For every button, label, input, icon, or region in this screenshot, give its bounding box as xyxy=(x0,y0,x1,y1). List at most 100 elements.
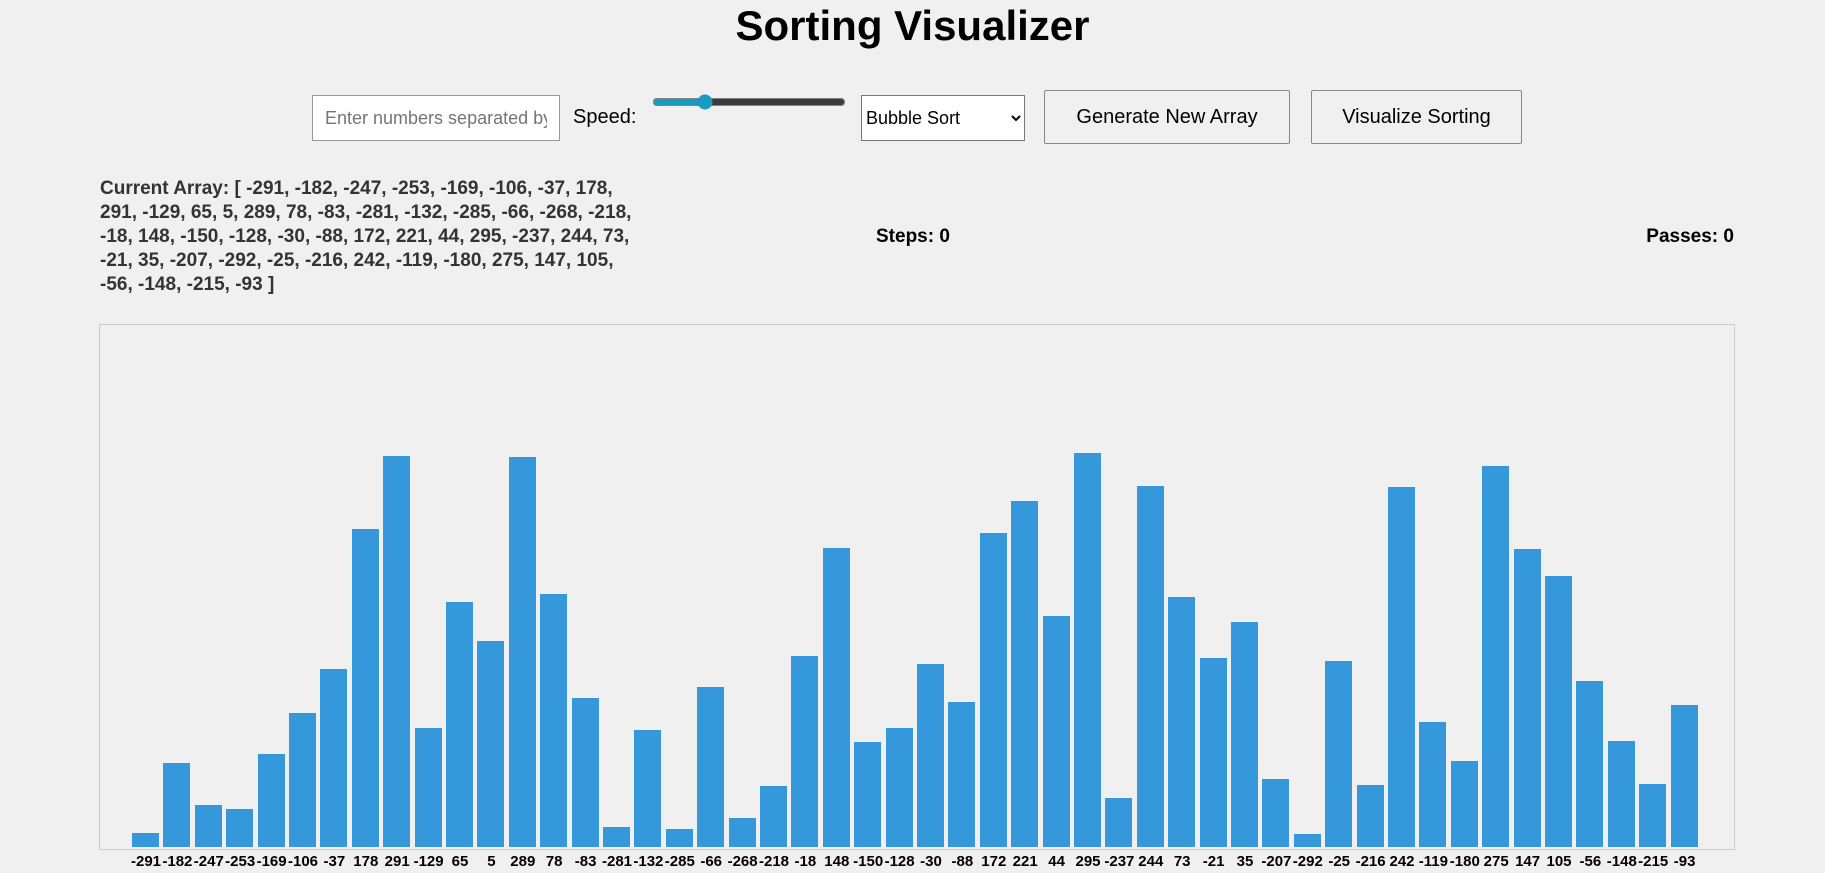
bar xyxy=(508,456,536,847)
bar-label: 291 xyxy=(384,853,410,870)
steps: Steps: 0 xyxy=(876,226,950,248)
bar xyxy=(194,804,222,847)
visualize-button[interactable]: Visualize Sorting xyxy=(1311,90,1522,144)
bar xyxy=(791,656,819,847)
array-number: -106 xyxy=(489,178,538,199)
array-number: 65 xyxy=(191,202,223,223)
bar xyxy=(1074,453,1101,847)
bar-label: -37 xyxy=(323,853,346,870)
array-number: 35 xyxy=(138,250,170,271)
array-number: -83 xyxy=(318,202,356,223)
bar xyxy=(351,528,379,847)
bar-label: 78 xyxy=(545,853,563,870)
bar xyxy=(1576,680,1604,847)
array-number: 5 xyxy=(223,202,244,223)
bar xyxy=(1325,660,1353,847)
bar xyxy=(571,698,599,847)
array-number: 244 xyxy=(561,226,603,247)
bar xyxy=(697,687,725,847)
array-number: 221 xyxy=(396,226,438,247)
bar xyxy=(1105,798,1133,847)
array-number: 178 xyxy=(576,178,613,199)
array-number: -218 xyxy=(588,202,631,223)
bar-label: -56 xyxy=(1579,853,1602,870)
steps-label: Steps: xyxy=(876,226,935,247)
bar xyxy=(760,785,787,847)
bar xyxy=(1199,658,1227,847)
bar xyxy=(728,818,756,847)
bar xyxy=(885,727,913,847)
array-number: -285 xyxy=(453,202,502,223)
array-number: -56 xyxy=(100,274,138,295)
bar xyxy=(854,741,882,847)
bar xyxy=(540,593,568,847)
array-number: -169 xyxy=(440,178,489,199)
array-number: 44 xyxy=(438,226,470,247)
bar-label: -128 xyxy=(884,853,915,870)
bar-label: 35 xyxy=(1236,853,1254,870)
array-number: -129 xyxy=(142,202,191,223)
bar xyxy=(1168,597,1196,847)
bar xyxy=(665,829,693,847)
array-number: -18 xyxy=(100,226,138,247)
bar xyxy=(1293,834,1321,847)
array-number: -119 xyxy=(396,250,444,271)
array-number: -88 xyxy=(316,226,354,247)
array-number: -253 xyxy=(392,178,441,199)
bar-label: -285 xyxy=(664,853,695,870)
bar xyxy=(132,833,159,847)
bar-label: 44 xyxy=(1048,853,1065,870)
bar-label: -281 xyxy=(601,853,633,870)
array-number: -216 xyxy=(305,250,354,271)
bar xyxy=(1231,621,1258,847)
bar xyxy=(1670,704,1698,847)
array-number: 242 xyxy=(354,250,396,271)
bar-label: -247 xyxy=(193,853,224,870)
array-number: -268 xyxy=(540,202,589,223)
array-number: -247 xyxy=(343,178,392,199)
bar xyxy=(822,548,850,847)
array-number: 275 xyxy=(492,250,534,271)
bar-label: -93 xyxy=(1673,853,1696,870)
algorithm-select[interactable]: Bubble Sort xyxy=(861,95,1025,141)
bar-label: 244 xyxy=(1138,853,1164,870)
bar-label: -30 xyxy=(920,853,942,870)
bar-label: 289 xyxy=(510,853,536,870)
bar-label: 275 xyxy=(1483,853,1509,870)
array-number: 148 xyxy=(138,226,180,247)
array-number: 172 xyxy=(354,226,396,247)
bar-label: -218 xyxy=(758,853,790,870)
title: Sorting Visualizer xyxy=(735,2,1090,49)
bar xyxy=(446,602,473,847)
array-number: 147 xyxy=(534,250,576,271)
bar-label: 172 xyxy=(981,853,1007,870)
array-number: 105 xyxy=(576,250,613,271)
array-number: 289 xyxy=(244,202,286,223)
array-number: -21 xyxy=(100,250,138,271)
bar xyxy=(257,754,285,847)
bar-label: -182 xyxy=(162,853,193,870)
bar xyxy=(1545,576,1572,847)
array-number: 291 xyxy=(100,202,142,223)
bar xyxy=(1639,784,1667,847)
bar-label: 73 xyxy=(1173,853,1191,870)
passes-value: 0 xyxy=(1723,226,1734,247)
bar-label: 65 xyxy=(451,853,469,870)
bar-label: -88 xyxy=(951,853,974,870)
bar-label: -21 xyxy=(1202,853,1225,870)
bar-label: -18 xyxy=(794,853,817,870)
bar xyxy=(979,532,1007,847)
bar-label: -148 xyxy=(1606,853,1637,870)
bar xyxy=(1607,740,1635,847)
bar-label: -169 xyxy=(256,853,287,870)
bar xyxy=(1513,549,1541,847)
generate-button[interactable]: Generate New Array xyxy=(1044,90,1290,144)
array-number: 295 xyxy=(470,226,512,247)
speed-slider[interactable] xyxy=(652,94,846,110)
array-input[interactable] xyxy=(312,95,560,141)
bar xyxy=(1011,501,1039,847)
bar-label: 295 xyxy=(1075,853,1101,870)
bar xyxy=(1450,761,1478,847)
array-number: -150 xyxy=(180,226,229,247)
bar xyxy=(163,762,191,847)
